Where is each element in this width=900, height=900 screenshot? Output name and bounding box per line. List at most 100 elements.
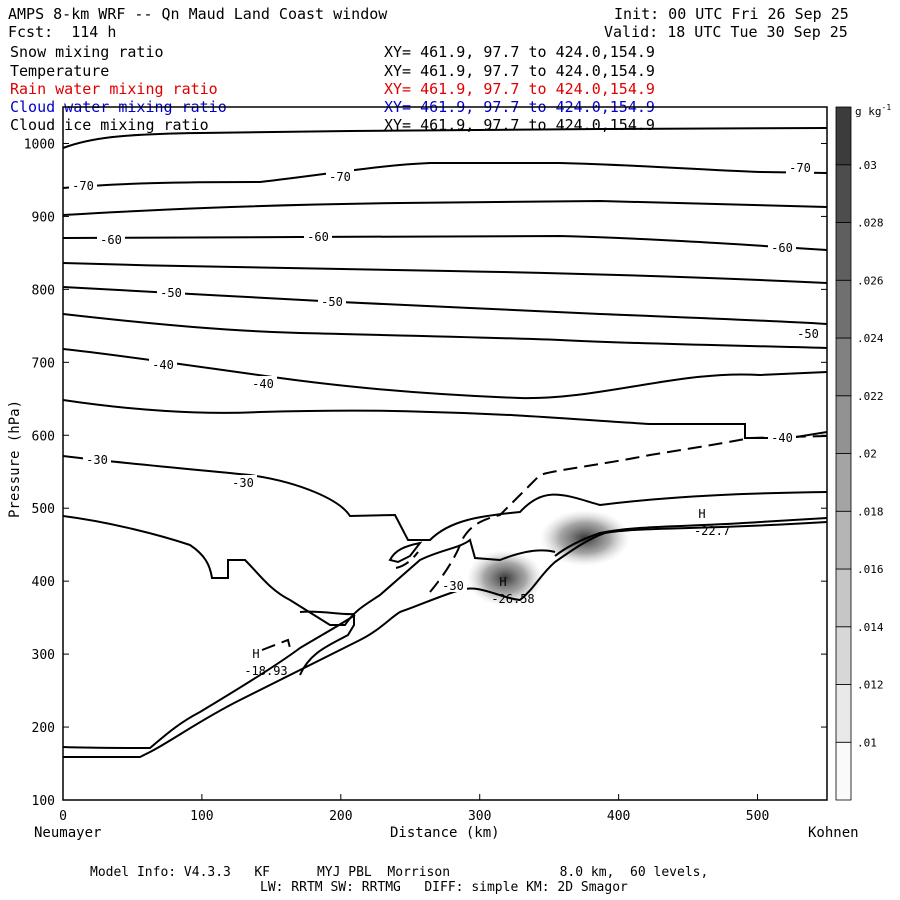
colorbar-label: .02 bbox=[857, 448, 877, 461]
left-station-label: Neumayer bbox=[34, 825, 101, 841]
colorbar-label: .024 bbox=[857, 332, 884, 345]
contour-label: -40 bbox=[152, 358, 174, 372]
colorbar-label: .01 bbox=[857, 736, 877, 749]
colorbar-swatch bbox=[835, 279, 852, 339]
colorbar-swatch bbox=[835, 106, 852, 166]
contour-label-bg bbox=[318, 294, 346, 308]
field-xy: XY= 461.9, 97.7 to 424.0,154.9 bbox=[384, 80, 655, 98]
contour-line bbox=[554, 517, 827, 557]
contour-label: -40 bbox=[252, 377, 274, 391]
field-xy: XY= 461.9, 97.7 to 424.0,154.9 bbox=[384, 43, 655, 61]
contour-label-bg bbox=[97, 232, 125, 246]
contour-label-bg bbox=[326, 169, 354, 183]
contour-line bbox=[63, 614, 356, 750]
contour-line bbox=[63, 199, 827, 216]
y-tick-label: 200 bbox=[32, 721, 55, 736]
x-tick-label: 400 bbox=[607, 809, 630, 824]
colorbar-swatch bbox=[835, 741, 852, 801]
colorbar-unit-text: g kg bbox=[855, 105, 882, 118]
temperature-contours bbox=[63, 127, 827, 758]
contour-label: -70 bbox=[789, 161, 811, 175]
contour-label-bg bbox=[304, 229, 332, 243]
init-time: Init: 00 UTC Fri 26 Sep 25 bbox=[614, 5, 849, 23]
contour-line bbox=[388, 541, 423, 564]
colorbar-swatch bbox=[835, 395, 852, 454]
colorbar-swatch bbox=[835, 222, 852, 281]
contour-label-bg bbox=[768, 240, 796, 254]
contour-label: -50 bbox=[160, 286, 182, 300]
extremum-type: H bbox=[252, 647, 259, 661]
colorbar-swatch bbox=[835, 164, 852, 223]
contour-line bbox=[63, 521, 827, 758]
extremum-value: -18.93 bbox=[244, 664, 287, 678]
x-axis: 0 100 200 300 400 500 bbox=[59, 794, 769, 824]
contour-line bbox=[63, 348, 827, 400]
contour-line bbox=[63, 399, 827, 439]
right-station-label: Kohnen bbox=[808, 825, 859, 841]
plot-frame bbox=[62, 106, 828, 801]
colorbar-label: .028 bbox=[857, 217, 884, 230]
field-name: Rain water mixing ratio bbox=[10, 80, 218, 98]
forecast-hour: Fcst: 114 h bbox=[8, 23, 117, 41]
x-tick-label: 500 bbox=[746, 809, 769, 824]
y-axis: 100 200 300 400 500 600 700 800 900 1000 bbox=[24, 137, 827, 809]
colorbar-label: .016 bbox=[857, 563, 884, 576]
footer-physics-info: LW: RRTM SW: RRTMG DIFF: simple KM: 2D S… bbox=[260, 880, 628, 895]
colorbar-swatch bbox=[835, 684, 852, 743]
contour-label-bg bbox=[83, 452, 111, 466]
contour-label: -60 bbox=[307, 230, 329, 244]
contour-label-bg bbox=[439, 578, 467, 592]
extrema-markers: H -18.93 H -26.58 H -22.7 bbox=[244, 507, 730, 678]
contour-label-bg bbox=[786, 160, 814, 174]
y-tick-label: 800 bbox=[32, 283, 55, 298]
contour-label-bg bbox=[149, 357, 177, 371]
dashed-contour-line bbox=[261, 638, 291, 651]
colorbar-label: .014 bbox=[857, 621, 884, 634]
contour-label-bg bbox=[157, 285, 185, 299]
colorbar: .01 .012 .014 .016 .018 .02 .022 .024 .026 .028 .0… bbox=[835, 106, 884, 801]
field-name: Temperature bbox=[10, 62, 110, 80]
x-axis-title: Distance (km) bbox=[390, 825, 500, 841]
contour-line bbox=[63, 455, 827, 541]
colorbar-label: .012 bbox=[857, 679, 884, 692]
contour-line bbox=[63, 515, 556, 626]
y-tick-label: 100 bbox=[32, 794, 55, 809]
y-tick-label: 400 bbox=[32, 575, 55, 590]
chart-title: AMPS 8-km WRF -- Qn Maud Land Coast wind… bbox=[8, 5, 388, 23]
y-tick-label: 500 bbox=[32, 502, 55, 517]
contour-label: -30 bbox=[86, 453, 108, 467]
colorbar-swatch bbox=[835, 568, 852, 628]
valid-time: Valid: 18 UTC Tue 30 Sep 25 bbox=[604, 23, 848, 41]
colorbar-label: .03 bbox=[857, 159, 877, 172]
y-tick-label: 900 bbox=[32, 210, 55, 225]
contour-line bbox=[63, 234, 827, 251]
extremum-value: -22.7 bbox=[694, 524, 730, 538]
y-axis-title: Pressure (hPa) bbox=[7, 400, 23, 518]
x-tick-label: 200 bbox=[329, 809, 352, 824]
colorbar-unit-exponent: -1 bbox=[882, 103, 892, 112]
colorbar-swatch bbox=[835, 453, 852, 512]
contour-label-bg bbox=[229, 475, 257, 489]
extremum-type: H bbox=[698, 507, 705, 521]
contour-label: -60 bbox=[100, 233, 122, 247]
dashed-contours bbox=[261, 435, 827, 651]
x-tick-label: 300 bbox=[468, 809, 491, 824]
contour-label: -60 bbox=[771, 241, 793, 255]
contour-label-bg bbox=[69, 178, 97, 192]
contour-line bbox=[63, 262, 827, 284]
contour-line bbox=[63, 127, 827, 149]
dashed-contour-line bbox=[429, 435, 827, 593]
field-name: Snow mixing ratio bbox=[10, 43, 164, 61]
colorbar-swatch bbox=[835, 510, 852, 570]
field-name: Cloud ice mixing ratio bbox=[10, 116, 209, 134]
footer-model-info: Model Info: V4.3.3 KF MYJ PBL Morrison 8… bbox=[90, 865, 709, 880]
contour-line bbox=[63, 162, 827, 189]
contour-line bbox=[299, 610, 355, 676]
y-tick-label: 1000 bbox=[24, 137, 55, 152]
contour-label: -30 bbox=[232, 476, 254, 490]
contour-label-bg bbox=[794, 326, 822, 340]
contour-label-bg bbox=[249, 376, 277, 390]
colorbar-label: .022 bbox=[857, 390, 884, 403]
extremum-type: H bbox=[499, 575, 506, 589]
y-tick-label: 700 bbox=[32, 356, 55, 371]
